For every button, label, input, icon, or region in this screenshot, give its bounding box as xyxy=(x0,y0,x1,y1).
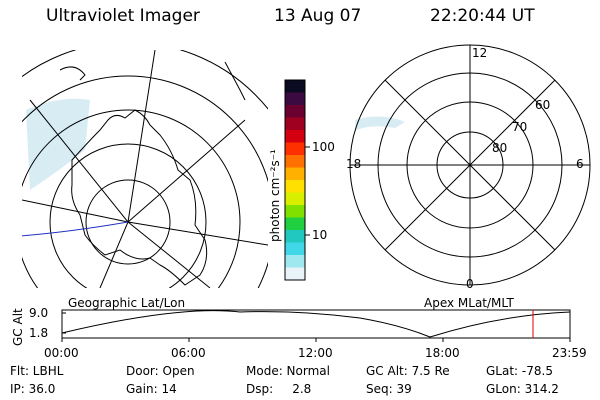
colorbar-swatch xyxy=(285,80,305,93)
colorbar-tick-100: 100 xyxy=(312,140,335,154)
date-label: 13 Aug 07 xyxy=(274,6,362,26)
geographic-map xyxy=(22,50,268,288)
colorbar-swatch xyxy=(285,255,305,268)
meridian-line xyxy=(99,221,129,288)
info-mode: Mode: Normal xyxy=(246,364,330,378)
mlt-label-0: 0 xyxy=(466,277,474,291)
info-gain: Gain: 14 xyxy=(126,382,177,396)
lat-label-80: 80 xyxy=(492,141,508,155)
info-seq: Seq: 39 xyxy=(366,382,412,396)
colorbar-swatch xyxy=(285,192,305,206)
colorbar-swatch xyxy=(285,180,305,193)
colorbar-frame xyxy=(284,79,306,281)
meridian-line xyxy=(127,221,268,246)
altitude-frame xyxy=(61,309,571,339)
meridian-line xyxy=(127,50,156,223)
lat-label-60: 60 xyxy=(535,98,551,112)
colorbar xyxy=(285,80,305,281)
lat-circle xyxy=(49,143,207,288)
mlt-line xyxy=(384,79,556,251)
x-tick-label: 12:00 xyxy=(298,346,333,360)
colorbar-swatch xyxy=(285,167,305,181)
colorbar-tick-10: 10 xyxy=(312,228,328,242)
x-tick-label: 06:00 xyxy=(171,346,206,360)
altitude-plot xyxy=(61,309,571,342)
colorbar-swatch xyxy=(285,130,305,143)
colorbar-swatch xyxy=(285,217,305,231)
y-tick-label-9: 9.0 xyxy=(29,306,49,320)
info-glat: GLat: -78.5 xyxy=(486,364,553,378)
colorbar-swatch xyxy=(285,230,305,243)
info-gc-alt: GC Alt: 7.5 Re xyxy=(366,364,450,378)
time-label: 22:20:44 UT xyxy=(430,6,535,26)
aurora-glow-left xyxy=(26,98,90,190)
colorbar-swatch xyxy=(285,105,305,118)
apex-title: Apex MLat/MLT xyxy=(424,296,514,310)
altitude-curve xyxy=(61,310,571,338)
info-flt: Flt: LBHL xyxy=(10,364,64,378)
coastline xyxy=(224,61,246,101)
aurora-glow-right xyxy=(355,116,405,130)
colorbar-swatch xyxy=(285,92,305,106)
colorbar-swatch xyxy=(285,155,305,168)
colorbar-swatch xyxy=(285,142,305,156)
y-tick-label-1-8: 1.8 xyxy=(29,326,49,340)
geographic-title: Geographic Lat/Lon xyxy=(68,296,186,310)
lat-circle xyxy=(22,75,268,288)
info-glon: GLon: 314.2 xyxy=(486,382,559,396)
orbit-track xyxy=(22,221,129,237)
colorbar-swatch xyxy=(285,117,305,131)
meridian-line xyxy=(22,199,129,223)
mlt-label-18: 18 xyxy=(346,157,362,171)
mlt-label-12: 12 xyxy=(472,46,488,60)
info-door: Door: Open xyxy=(126,364,195,378)
mlt-label-6: 6 xyxy=(576,157,584,171)
magnetic-map xyxy=(349,44,591,286)
colorbar-swatch xyxy=(285,242,305,256)
lat-circle xyxy=(85,179,171,265)
meridian-line xyxy=(29,99,129,223)
meridian-line xyxy=(127,119,246,223)
colorbar-unit-label: photon cm⁻²s⁻¹ xyxy=(268,149,282,242)
y-axis-label: GC Alt xyxy=(11,308,25,346)
x-tick-label: 18:00 xyxy=(425,346,460,360)
lat-circle xyxy=(22,109,241,288)
info-ip: IP: 36.0 xyxy=(10,382,56,396)
coastline xyxy=(59,66,86,81)
x-tick-label: 00:00 xyxy=(44,346,79,360)
colorbar-swatch xyxy=(285,205,305,218)
lat-label-70: 70 xyxy=(512,120,528,134)
coastline xyxy=(71,109,208,286)
app-title: Ultraviolet Imager xyxy=(46,6,200,26)
x-tick-label: 23:59 xyxy=(552,346,587,360)
colorbar-swatch xyxy=(285,267,305,281)
info-dsp: Dsp: 2.8 xyxy=(246,382,312,396)
